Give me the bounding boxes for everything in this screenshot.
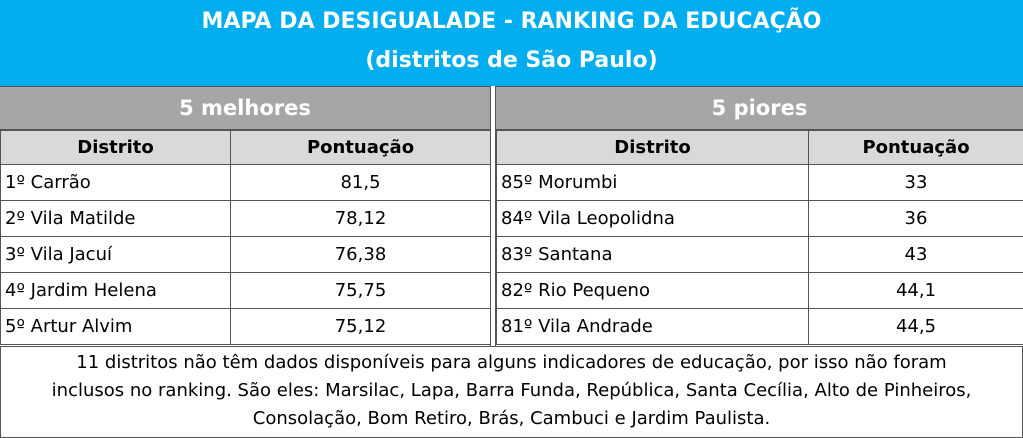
best-col-district: Distrito <box>0 130 231 165</box>
table-row: 84º Vila Leopolidna 36 <box>496 200 1023 237</box>
score-cell: 36 <box>808 200 1023 237</box>
worst-heading: 5 piores <box>496 86 1023 130</box>
best-table: Distrito Pontuação 1º Carrão 81,5 2º Vil… <box>0 130 491 345</box>
score-cell: 81,5 <box>230 164 491 201</box>
best-heading: 5 melhores <box>0 86 490 130</box>
table-row: 5º Artur Alvim 75,12 <box>0 308 491 345</box>
score-cell: 44,5 <box>808 308 1023 345</box>
district-cell: 1º Carrão <box>0 164 231 201</box>
table-row: 4º Jardim Helena 75,75 <box>0 272 491 309</box>
score-cell: 76,38 <box>230 236 491 273</box>
table-row: 82º Rio Pequeno 44,1 <box>496 272 1023 309</box>
title-line-1: MAPA DA DESIGUALADE - RANKING DA EDUCAÇÃ… <box>201 9 822 34</box>
district-cell: 4º Jardim Helena <box>0 272 231 309</box>
footnote: 11 distritos não têm dados disponíveis p… <box>0 346 1023 438</box>
score-cell: 44,1 <box>808 272 1023 309</box>
table-row: 3º Vila Jacuí 76,38 <box>0 236 491 273</box>
score-cell: 78,12 <box>230 200 491 237</box>
table-row: 2º Vila Matilde 78,12 <box>0 200 491 237</box>
score-cell: 33 <box>808 164 1023 201</box>
worst-panel: 5 piores Distrito Pontuação 85º Morumbi … <box>496 86 1023 346</box>
worst-col-district: Distrito <box>496 130 809 165</box>
district-cell: 82º Rio Pequeno <box>496 272 809 309</box>
footnote-line-1: 11 distritos não têm dados disponíveis p… <box>76 352 947 373</box>
table-row: 85º Morumbi 33 <box>496 164 1023 201</box>
district-cell: 2º Vila Matilde <box>0 200 231 237</box>
column-divider <box>490 86 496 346</box>
best-panel: 5 melhores Distrito Pontuação 1º Carrão … <box>0 86 491 346</box>
best-col-score: Pontuação <box>230 130 491 165</box>
district-cell: 3º Vila Jacuí <box>0 236 231 273</box>
district-cell: 5º Artur Alvim <box>0 308 231 345</box>
worst-table: Distrito Pontuação 85º Morumbi 33 84º Vi… <box>496 130 1023 345</box>
table-row: 1º Carrão 81,5 <box>0 164 491 201</box>
footnote-line-2: inclusos no ranking. São eles: Marsilac,… <box>51 380 972 401</box>
district-cell: 85º Morumbi <box>496 164 809 201</box>
worst-header-row: Distrito Pontuação <box>496 130 1023 165</box>
table-row: 83º Santana 43 <box>496 236 1023 273</box>
district-cell: 84º Vila Leopolidna <box>496 200 809 237</box>
title-line-2: (distritos de São Paulo) <box>365 48 658 73</box>
footnote-line-3: Consolação, Bom Retiro, Brás, Cambuci e … <box>252 408 771 429</box>
score-cell: 75,12 <box>230 308 491 345</box>
best-header-row: Distrito Pontuação <box>0 130 491 165</box>
table-row: 81º Vila Andrade 44,5 <box>496 308 1023 345</box>
district-cell: 83º Santana <box>496 236 809 273</box>
worst-col-score: Pontuação <box>808 130 1023 165</box>
district-cell: 81º Vila Andrade <box>496 308 809 345</box>
score-cell: 43 <box>808 236 1023 273</box>
score-cell: 75,75 <box>230 272 491 309</box>
title-banner: MAPA DA DESIGUALADE - RANKING DA EDUCAÇÃ… <box>0 0 1023 86</box>
